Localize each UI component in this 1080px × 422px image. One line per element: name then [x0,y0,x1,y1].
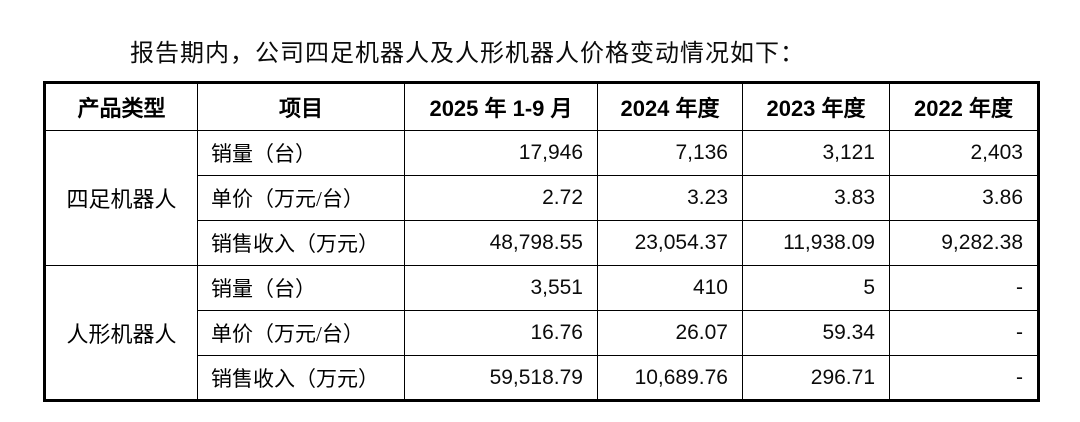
item-label: 销售收入（万元） [197,355,405,401]
value-cell: - [889,355,1039,401]
value-cell: 7,136 [597,130,743,176]
value-cell: 26.07 [597,310,743,356]
table-row: 销售收入（万元） 48,798.55 23,054.37 11,938.09 9… [45,220,1039,266]
document-title: 报告期内，公司四足机器人及人形机器人价格变动情况如下： [130,41,805,67]
value-cell: 3.83 [742,175,890,221]
col-header-product-type: 产品类型 [44,82,198,131]
value-cell: 48,798.55 [404,220,598,266]
col-header-item: 项目 [197,82,405,131]
value-cell: 17,946 [404,130,598,176]
col-header-2023: 2023 年度 [742,82,890,131]
product-type-humanoid: 人形机器人 [44,265,198,401]
value-cell: 3,121 [742,130,890,176]
value-cell: - [889,310,1039,356]
item-label: 销售收入（万元） [197,220,405,266]
item-label: 销量（台） [197,130,405,176]
col-header-2025: 2025 年 1-9 月 [404,82,598,131]
value-cell: 3.86 [889,175,1039,221]
value-cell: 296.71 [742,355,890,401]
value-cell: 3.23 [597,175,743,221]
item-label: 单价（万元/台） [197,310,405,356]
value-cell: 410 [597,265,743,311]
table-row: 四足机器人 销量（台） 17,946 7,136 3,121 2,403 [44,130,1039,266]
col-header-2024: 2024 年度 [597,82,743,131]
product-type-quadruped: 四足机器人 [44,130,198,266]
table-row: 销售收入（万元） 59,518.79 10,689.76 296.71 - [45,355,1039,401]
table-row: 人形机器人 销量（台） 3,551 410 5 - [44,265,1039,401]
price-change-table: 产品类型 项目 2025 年 1-9 月 2024 年度 2023 年度 202… [43,81,1040,402]
value-cell: 10,689.76 [597,355,743,401]
value-cell: 3,551 [404,265,598,311]
value-cell: - [889,265,1039,311]
value-cell: 11,938.09 [742,220,890,266]
value-cell: 5 [742,265,890,311]
value-cell: 16.76 [404,310,598,356]
item-label: 销量（台） [197,265,405,311]
value-cell: 59,518.79 [404,355,598,401]
table-header-row: 产品类型 项目 2025 年 1-9 月 2024 年度 2023 年度 202… [44,82,1039,131]
value-cell: 23,054.37 [597,220,743,266]
value-cell: 59.34 [742,310,890,356]
table-row: 单价（万元/台） 16.76 26.07 59.34 - [45,310,1039,356]
value-cell: 2,403 [889,130,1039,176]
col-header-2022: 2022 年度 [889,82,1039,131]
item-label: 单价（万元/台） [197,175,405,221]
table-row: 单价（万元/台） 2.72 3.23 3.83 3.86 [45,175,1039,221]
value-cell: 9,282.38 [889,220,1039,266]
value-cell: 2.72 [404,175,598,221]
